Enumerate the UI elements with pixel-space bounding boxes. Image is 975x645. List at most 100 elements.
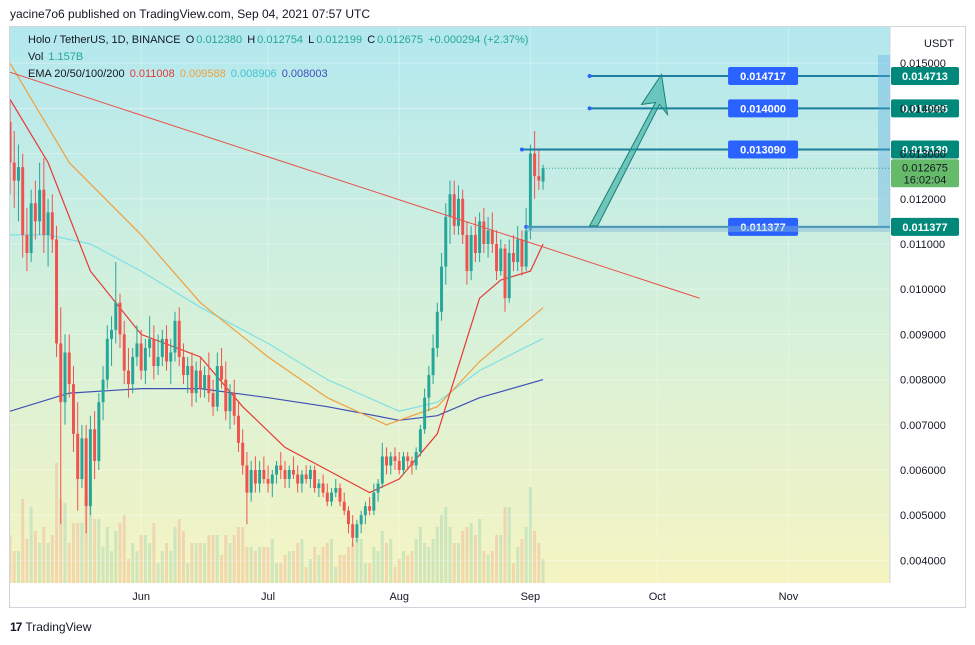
volume-bar <box>275 563 279 583</box>
candle-body <box>427 375 431 398</box>
candle-body <box>431 347 435 376</box>
last-price-tag <box>891 159 959 188</box>
volume-bar <box>262 547 266 583</box>
volume-bar <box>220 555 224 583</box>
volume-bar <box>486 555 490 583</box>
candle-body <box>55 239 59 344</box>
candle-body <box>444 216 448 267</box>
candle-body <box>42 189 46 235</box>
candle-body <box>80 438 84 480</box>
volume-bar <box>80 523 84 583</box>
volume-bar <box>528 487 532 583</box>
volume-label[interactable]: Vol <box>28 51 44 63</box>
y-tick-label: 0.012000 <box>900 194 946 206</box>
published-line: yacine7o6 published on TradingView.com, … <box>10 7 371 21</box>
ema200-value: 0.008003 <box>281 68 328 80</box>
volume-bar <box>511 563 515 583</box>
volume-bar <box>114 531 118 583</box>
y-tick-label: 0.015000 <box>900 58 946 70</box>
candle-body <box>236 415 240 443</box>
candle-body <box>317 483 321 489</box>
candle-body <box>258 469 262 484</box>
volume-bar <box>389 539 393 583</box>
candle-body <box>465 234 469 272</box>
candle-body <box>385 456 389 466</box>
volume-bar <box>67 543 71 583</box>
volume-bar <box>313 547 317 583</box>
volume-bar <box>160 551 164 583</box>
level-label-right-text: 0.013995 <box>902 103 948 115</box>
volume-bar <box>321 547 325 583</box>
volume-bar <box>418 527 422 583</box>
candle-body <box>440 266 444 312</box>
candle-body <box>59 343 63 403</box>
candle-body <box>245 465 249 493</box>
candle-body <box>342 501 346 511</box>
volume-bar <box>465 527 469 583</box>
candle-body <box>266 479 270 484</box>
candle-body <box>207 375 211 394</box>
candle-body <box>93 429 97 461</box>
volume-bar <box>16 551 20 583</box>
candle-body <box>63 352 67 403</box>
volume-bar <box>46 543 50 583</box>
y-tick-label: 0.007000 <box>900 420 946 432</box>
candle-body <box>139 343 143 371</box>
volume-bar <box>270 539 274 583</box>
volume-bar <box>33 531 37 583</box>
candle-body <box>253 469 257 484</box>
volume-bar <box>42 527 46 583</box>
y-tick-label: 0.006000 <box>900 465 946 477</box>
open-label: O <box>185 34 195 46</box>
ema-label[interactable]: EMA 20/50/100/200 <box>28 68 125 80</box>
volume-bar <box>406 555 410 583</box>
candle-body <box>46 212 50 235</box>
volume-bar <box>304 567 308 583</box>
volume-bar <box>520 539 524 583</box>
candle-body <box>308 469 312 480</box>
candle-body <box>452 194 456 226</box>
level-label-right-text: 0.014713 <box>902 71 948 83</box>
candle-body <box>118 302 122 335</box>
candle-body <box>16 167 20 181</box>
y-tick-label: 0.014000 <box>900 103 946 115</box>
low-label: L <box>308 34 315 46</box>
candle-body <box>270 474 274 484</box>
y-tick-label: 0.010000 <box>900 284 946 296</box>
candle-body <box>50 212 54 240</box>
volume-bar <box>473 535 477 583</box>
candle-body <box>435 311 439 348</box>
volume-bar <box>440 515 444 583</box>
ema20-line <box>10 98 544 494</box>
volume-bar <box>10 535 12 583</box>
volume-bar <box>139 535 143 583</box>
candle-body <box>110 329 114 339</box>
candle-body <box>114 302 118 330</box>
candle-body <box>528 153 532 231</box>
volume-bar <box>135 551 139 583</box>
candle-body <box>338 488 342 502</box>
legend-ohlc: Holo / TetherUS, 1D, BINANCE O 0.012380 H… <box>28 34 530 46</box>
symbol-name[interactable]: Holo / TetherUS, 1D, BINANCE <box>28 34 181 46</box>
volume-bar <box>397 559 401 583</box>
level-label-left-text: 0.013090 <box>740 145 786 157</box>
candle-body <box>33 203 37 222</box>
tradingview-brand[interactable]: 17 TradingView <box>10 620 91 634</box>
candle-body <box>10 121 12 163</box>
y-tick-label: 0.004000 <box>900 555 946 567</box>
volume-bar <box>156 563 160 583</box>
candle-body <box>389 456 393 466</box>
level-label-right-text: 0.013130 <box>902 145 948 157</box>
candle-body <box>71 384 75 434</box>
candle-body <box>21 167 25 235</box>
volume-bar <box>71 523 75 583</box>
candle-body <box>380 456 384 484</box>
volume-bar <box>330 539 334 583</box>
volume-bar <box>334 567 338 583</box>
volume-bar <box>427 547 431 583</box>
volume-bar <box>194 543 198 583</box>
level-zone <box>526 225 890 232</box>
candle-body <box>194 370 198 394</box>
volume-bar <box>186 563 190 583</box>
